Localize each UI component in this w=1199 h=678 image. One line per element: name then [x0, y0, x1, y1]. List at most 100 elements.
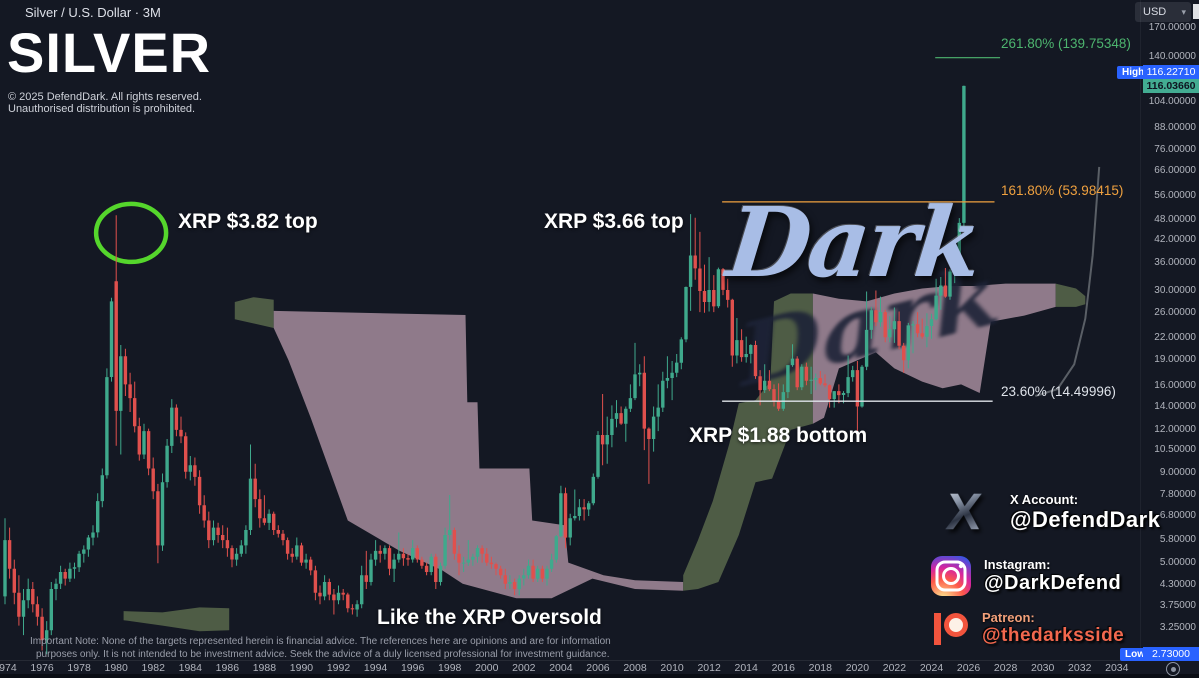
price-axis-label: 9.00000: [1159, 467, 1196, 479]
low-badge: Low: [1120, 648, 1150, 661]
price-axis-label: 4.30000: [1159, 579, 1196, 591]
patreon-label: Patreon:: [982, 610, 1035, 625]
price-axis-label: 26.00000: [1154, 306, 1196, 318]
price-axis-label: 5.80000: [1159, 534, 1196, 546]
time-axis-label: 1982: [141, 662, 165, 674]
price-axis-label: 19.00000: [1154, 354, 1196, 366]
time-axis-label: 1994: [363, 662, 388, 674]
price-axis-label: 5.00000: [1159, 556, 1196, 568]
chevron-down-icon: ▾: [1181, 7, 1186, 17]
instagram-label: Instagram:: [984, 557, 1051, 572]
time-axis-label: 1992: [326, 662, 351, 674]
currency-label: USD: [1143, 6, 1167, 18]
high-price-label: 116.22710: [1143, 65, 1199, 79]
ichimoku-cloud: [1055, 283, 1086, 307]
price-axis-label: 88.00000: [1154, 121, 1196, 133]
time-axis-label: 2016: [771, 662, 795, 674]
time-axis-label: 2002: [512, 662, 536, 674]
time-axis-border: [0, 660, 1199, 661]
time-axis-label: 2004: [549, 662, 573, 674]
patreon-row: Patreon: @thedarksside: [928, 610, 1190, 647]
page-title: SILVER: [7, 21, 212, 84]
annotation-xrp-366-top: XRP $3.66 top: [544, 210, 684, 233]
price-axis-label: 22.00000: [1154, 331, 1196, 343]
price-axis-label: 56.00000: [1154, 190, 1196, 202]
price-axis-label: 42.00000: [1154, 233, 1196, 245]
price-axis-label: 76.00000: [1154, 144, 1196, 156]
time-axis-label: 1978: [67, 662, 91, 674]
time-axis-label: 2022: [882, 662, 907, 674]
ichimoku-cloud: [123, 607, 230, 632]
time-axis-label: 2032: [1068, 662, 1092, 674]
dark-watermark: Dark: [722, 186, 985, 299]
time-axis-label: 2026: [956, 662, 981, 674]
time-axis-label: 2008: [623, 662, 647, 674]
instagram-icon: [931, 556, 971, 596]
time-axis-label: 2018: [808, 662, 832, 674]
time-axis-label: 1986: [215, 662, 240, 674]
price-axis-label: 104.00000: [1148, 96, 1196, 108]
currency-selector[interactable]: USD ▾: [1135, 2, 1191, 22]
time-axis-label: 1990: [289, 662, 314, 674]
instagram-handle: @DarkDefend: [984, 572, 1122, 594]
time-axis-label: 1988: [252, 662, 277, 674]
price-axis-label: 10.50000: [1154, 444, 1196, 456]
price-axis-border: [1140, 0, 1141, 660]
time-axis-label: 2028: [993, 662, 1018, 674]
disclaimer-line-1: Important Note: None of the targets repr…: [30, 636, 611, 647]
bottom-toolbar-edge: [0, 674, 1199, 678]
social-links-block: X X Account: @DefendDark Instagram: @Dar…: [928, 482, 1190, 658]
symbol-title[interactable]: Silver / U.S. Dollar · 3M: [25, 5, 161, 20]
x-logo-icon: X: [925, 482, 1003, 542]
time-axis-label: 1974: [0, 662, 17, 674]
time-axis-label: 2000: [475, 662, 499, 674]
patreon-icon: [934, 612, 968, 645]
ichimoku-cloud: [234, 297, 274, 328]
time-axis-label: 1998: [438, 662, 462, 674]
price-axis-label: 3.25000: [1159, 621, 1196, 633]
ichimoku-cloud: [273, 310, 684, 599]
time-axis-label: 1976: [30, 662, 54, 674]
time-axis-label: 2020: [845, 662, 870, 674]
up-candle-bodies: [3, 85, 966, 641]
instagram-row: Instagram: @DarkDefend: [928, 553, 1190, 599]
time-axis-label: 2012: [697, 662, 721, 674]
time-axis-label: 2006: [586, 662, 610, 674]
time-axis-label: 2024: [919, 662, 944, 674]
time-axis-label: 1996: [400, 662, 425, 674]
highlight-ellipse: [93, 201, 169, 265]
copyright-line-2: Unauthorised distribution is prohibited.: [8, 103, 196, 115]
copyright-line-1: © 2025 DefendDark. All rights reserved.: [8, 91, 202, 103]
price-axis-label: 6.80000: [1159, 509, 1196, 521]
price-axis-label: 140.00000: [1148, 51, 1196, 63]
price-axis-label: 12.00000: [1154, 423, 1196, 435]
low-price-label: 2.73000: [1143, 647, 1199, 661]
x-account-label: X Account:: [1010, 491, 1079, 507]
x-account-row: X X Account: @DefendDark: [928, 482, 1190, 542]
chart-canvas[interactable]: [0, 0, 1199, 660]
gear-icon[interactable]: [1166, 662, 1180, 676]
price-axis-label: 3.75000: [1159, 600, 1196, 612]
fib-level-261-label: 261.80% (139.75348): [1001, 36, 1131, 51]
price-axis-label: 7.80000: [1159, 489, 1196, 501]
time-axis-label: 2034: [1105, 662, 1129, 674]
price-axis-label: 30.00000: [1154, 284, 1196, 296]
price-axis-label: 14.00000: [1154, 400, 1196, 412]
patreon-handle: @thedarksside: [982, 625, 1125, 646]
time-axis-label: 2014: [734, 662, 758, 674]
fib-level-161-label: 161.80% (53.98415): [1001, 183, 1124, 198]
price-axis-label: 66.00000: [1154, 165, 1196, 177]
price-axis-label: 16.00000: [1154, 380, 1196, 392]
price-axis-label: 48.00000: [1154, 213, 1196, 225]
price-axis-label: 170.00000: [1148, 22, 1196, 33]
time-axis-label: 2030: [1030, 662, 1055, 674]
high-badge: High: [1117, 66, 1150, 79]
annotation-xrp-188-bottom: XRP $1.88 bottom: [689, 424, 868, 447]
up-candle-wicks: [4, 85, 965, 655]
projection-curve: [1035, 166, 1101, 397]
ichimoku-cloud: [812, 283, 1056, 424]
annotation-xrp-382-top: XRP $3.82 top: [178, 210, 318, 233]
time-axis-label: 1984: [178, 662, 202, 674]
x-account-handle: @DefendDark: [1010, 506, 1161, 532]
